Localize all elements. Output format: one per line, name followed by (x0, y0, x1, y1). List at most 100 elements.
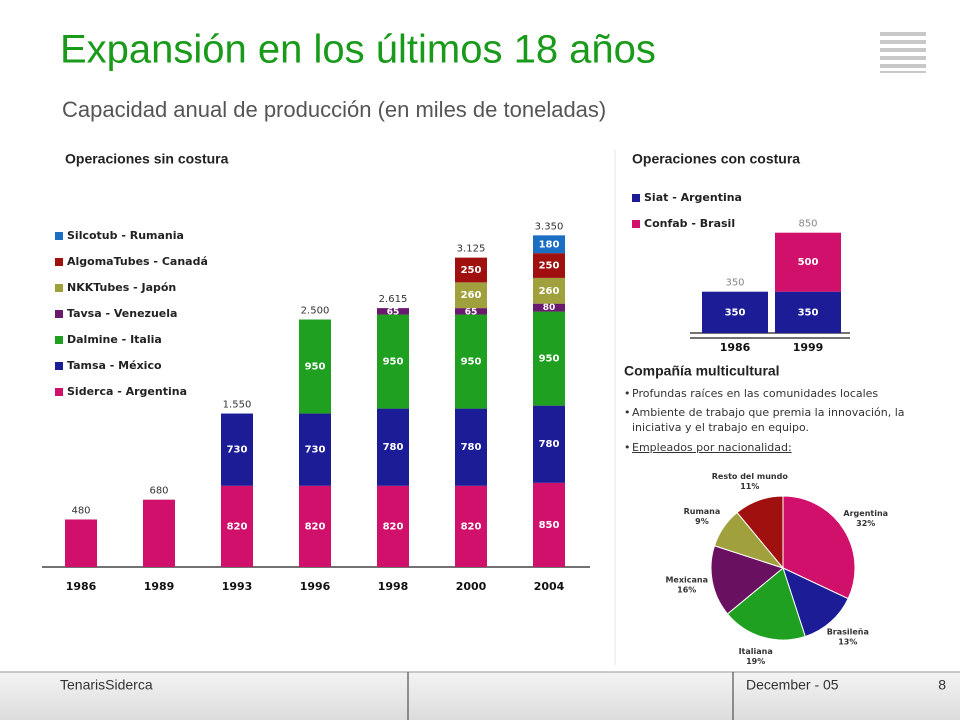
bar-segment (455, 257, 487, 283)
bar-value-label: 950 (539, 354, 560, 365)
x-tick-label: 1986 (66, 580, 97, 593)
bar-value-label: 820 (227, 521, 248, 532)
pie-value-label: 32% (856, 519, 875, 528)
bar-value-label: 65 (465, 308, 478, 318)
bar-total-label: 350 (725, 278, 744, 289)
bar-value-label: 780 (383, 442, 404, 453)
pie-slice (736, 495, 784, 570)
bar-segment (377, 314, 409, 409)
pie-value-label: 16% (677, 586, 696, 595)
bar-value-label: 260 (539, 286, 560, 297)
x-tick-label: 1986 (720, 341, 751, 354)
pie-value-label: 11% (740, 482, 759, 491)
bar-total-label: 680 (149, 486, 168, 497)
bar-segment (455, 282, 487, 309)
bar-segment (775, 232, 841, 292)
x-tick-label: 1996 (300, 580, 331, 593)
legend-label: Siderca - Argentina (67, 385, 187, 398)
x-tick-label: 2000 (456, 580, 487, 593)
legend-label: Silcotub - Rumania (67, 229, 184, 242)
bar-value-label: 350 (725, 307, 746, 318)
legend-label: Tavsa - Venezuela (67, 307, 177, 320)
bar-total-label: 3.125 (457, 244, 486, 255)
pie-label: Resto del mundo (712, 472, 789, 481)
x-tick-label: 1999 (793, 341, 824, 354)
bullet: Profundas raíces en las comunidades loca… (624, 386, 952, 401)
bullet: Empleados por nacionalidad: (624, 440, 952, 455)
bar-segment (143, 499, 175, 567)
bar-segment (455, 485, 487, 567)
legend-swatch (632, 194, 640, 202)
bar-value-label: 820 (383, 521, 404, 532)
bar-segment (377, 485, 409, 567)
legend-label: Siat - Argentina (644, 191, 742, 204)
bar-value-label: 500 (798, 257, 819, 268)
chart-title: Operaciones con costura (632, 151, 800, 167)
bar-total-label: 2.615 (379, 294, 408, 305)
pie-slice (710, 545, 785, 615)
legend-label: AlgomaTubes - Canadá (67, 255, 208, 268)
legend-swatch (55, 232, 63, 240)
pie-slice (782, 495, 856, 600)
bar-value-label: 780 (539, 439, 560, 450)
bar-segment (65, 519, 97, 567)
x-tick-label: 1989 (144, 580, 175, 593)
bullet: Ambiente de trabajo que premia la innova… (624, 405, 952, 435)
bar-segment (702, 291, 768, 333)
pie-slice (726, 567, 806, 641)
bar-value-label: 180 (539, 239, 560, 250)
bar-segment (299, 319, 331, 414)
page-number: 8 (938, 677, 946, 693)
chart-title: Operaciones sin costura (65, 151, 229, 167)
pie-label: Rumana (684, 507, 721, 516)
bar-segment (455, 308, 487, 315)
x-tick-label: 1998 (378, 580, 409, 593)
pie-label: Mexicana (665, 576, 708, 585)
bar-value-label: 820 (305, 521, 326, 532)
legend-label: Dalmine - Italia (67, 333, 162, 346)
legend-swatch (55, 310, 63, 318)
legend-label: NKKTubes - Japón (67, 281, 176, 294)
bar-value-label: 730 (305, 445, 326, 456)
pie-label: Brasileña (827, 628, 869, 637)
pie-value-label: 19% (746, 657, 765, 666)
bar-value-label: 350 (798, 307, 819, 318)
bar-value-label: 950 (383, 357, 404, 368)
bar-value-label: 820 (461, 521, 482, 532)
bar-value-label: 950 (461, 357, 482, 368)
footer-company: TenarisSiderca (60, 677, 153, 693)
legend-label: Tamsa - México (67, 359, 162, 372)
bar-segment (533, 253, 565, 278)
bar-value-label: 730 (227, 445, 248, 456)
legend-swatch (55, 362, 63, 370)
legend-label: Confab - Brasil (644, 217, 735, 230)
bar-segment (221, 413, 253, 486)
bar-value-label: 260 (461, 290, 482, 301)
bar-segment (377, 408, 409, 486)
bar-total-label: 2.500 (301, 306, 330, 317)
bar-value-label: 250 (539, 261, 560, 272)
legend-swatch (55, 388, 63, 396)
x-tick-label: 1993 (222, 580, 253, 593)
pie-slice (782, 567, 849, 638)
legend-swatch (55, 284, 63, 292)
pie-label: Argentina (843, 509, 888, 518)
bar-total-label: 3.350 (535, 221, 564, 232)
legend-swatch (632, 220, 640, 228)
bar-segment (299, 485, 331, 567)
pie-value-label: 13% (838, 638, 857, 647)
bar-segment (533, 311, 565, 406)
bar-value-label: 65 (387, 308, 400, 318)
x-tick-label: 2004 (534, 580, 565, 593)
bar-segment (299, 413, 331, 486)
bar-segment (775, 291, 841, 333)
bar-total-label: 1.550 (223, 400, 252, 411)
bar-value-label: 250 (461, 265, 482, 276)
bar-value-label: 780 (461, 442, 482, 453)
footer-date: December - 05 (746, 677, 839, 693)
slide-title: Expansión en los últimos 18 años (60, 28, 656, 72)
bar-segment (533, 482, 565, 567)
bar-segment (455, 314, 487, 409)
bar-segment (533, 405, 565, 483)
